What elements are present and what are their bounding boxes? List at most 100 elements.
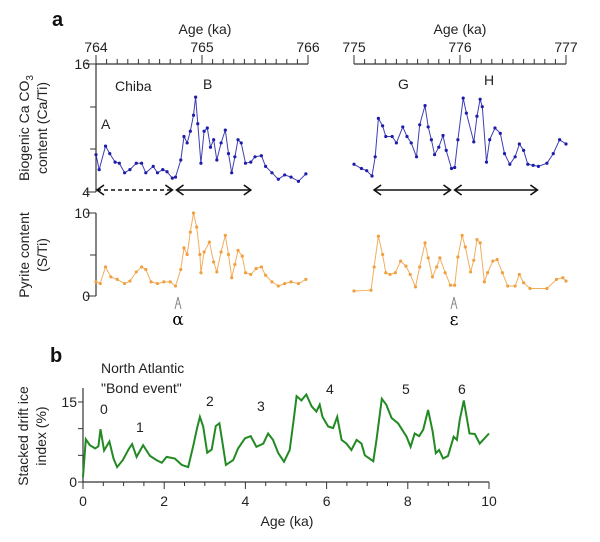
pyrite-point (128, 279, 132, 283)
pyrite-point (554, 277, 559, 281)
ca-point (498, 131, 502, 135)
arrowhead-left-icon (175, 184, 184, 196)
pyrite-point (528, 286, 532, 291)
alpha-arrow-icon (174, 296, 182, 310)
pyrite-point (223, 233, 227, 238)
ca-line (95, 97, 307, 182)
bond-line (82, 392, 490, 478)
ca-point (264, 164, 268, 168)
ca-point (233, 155, 237, 159)
ca-point (276, 177, 280, 181)
arrowhead-right-icon (529, 184, 539, 196)
ca-point (478, 97, 482, 101)
arrowhead-left-icon (95, 184, 105, 196)
ca-point (134, 161, 138, 165)
ca-ylabel-line1: Biogenic Ca CO3 (16, 75, 36, 181)
ca-point (558, 138, 562, 142)
ca-point (202, 129, 206, 133)
top-tick-label: 776 (448, 39, 472, 55)
ca-point (243, 161, 248, 165)
ca-point (545, 161, 549, 165)
pyrite-point (430, 275, 435, 279)
pyrite-point (182, 246, 186, 250)
pyrite-point (276, 284, 280, 288)
bond-event-label: 0 (100, 401, 108, 417)
ca-point (239, 141, 243, 145)
ca-point (449, 166, 454, 171)
pyrite-point (522, 281, 526, 285)
ca-point (94, 153, 98, 157)
pyrite-point (404, 264, 408, 268)
pyrite-point (226, 252, 231, 257)
ca-point (128, 168, 132, 172)
top-tick-label: 766 (296, 39, 320, 55)
ca-point (401, 125, 405, 129)
ca-point (212, 138, 216, 142)
bond-ylabel-line1: Stacked drift ice (15, 386, 31, 486)
pyrite-point (233, 262, 237, 267)
pyrite-point (384, 271, 388, 275)
pyrite-point (191, 211, 196, 215)
top-age-axes: 764 765 766 775 776 777 (84, 39, 578, 297)
epsilon-label: ε (450, 310, 459, 330)
panel-a-series (94, 95, 568, 293)
pyrite-point (115, 277, 119, 281)
ca-point (441, 133, 445, 138)
ca-point (461, 96, 465, 100)
pyrite-point (453, 283, 457, 287)
pyrite-point (408, 272, 412, 277)
arrowhead-right-icon (243, 184, 253, 196)
pyrite-point (230, 276, 234, 280)
panel-b-letter: b (50, 345, 62, 367)
pyrite-point (438, 256, 442, 260)
top-tick-label: 777 (554, 39, 578, 55)
top-left-xlabel: Age (ka) (179, 21, 232, 37)
pyrite-point (149, 280, 153, 284)
bond-xlabel: Age (ka) (261, 513, 314, 529)
ca-point (493, 126, 497, 130)
ca-point (418, 123, 422, 127)
bond-xtick-label: 6 (323, 493, 331, 509)
pyrite-point (199, 271, 203, 275)
pyrite-point (513, 284, 517, 288)
panel-b-title-line1: North Atlantic (101, 360, 184, 376)
pyrite-point (500, 271, 504, 275)
ca-point (488, 138, 492, 142)
ca-point (456, 138, 460, 142)
pyrite-point (469, 270, 473, 274)
pyrite-point (381, 252, 385, 257)
pyrite-point (123, 281, 127, 286)
pyrite-point (173, 284, 178, 288)
ca-point (370, 174, 374, 178)
ca-point (185, 141, 189, 145)
pyrite-point (495, 257, 499, 262)
ca-point (226, 152, 231, 156)
pyrite-point (283, 281, 287, 286)
ca-point (359, 166, 364, 171)
ca-point (236, 138, 240, 142)
ca-point (564, 142, 568, 146)
pyrite-point (564, 279, 568, 283)
ca-point (423, 104, 427, 108)
pyrite-point (352, 289, 356, 293)
pyrite-point (413, 285, 418, 289)
pyrite-point (103, 265, 108, 269)
interval-arrows (95, 184, 539, 196)
ca-point (381, 124, 385, 128)
top-right-xlabel: Age (ka) (434, 21, 487, 37)
pyrite-point (249, 272, 253, 277)
bond-ytick-0: 0 (69, 474, 77, 490)
ca-point (113, 160, 117, 164)
ca-point (517, 142, 521, 146)
ca-point (414, 155, 419, 159)
ca-point (536, 164, 541, 168)
bond-event-label: 3 (257, 398, 265, 414)
pyrite-point (198, 252, 202, 257)
ca-point (144, 171, 148, 175)
arrowhead-left-icon (372, 184, 382, 196)
pyrite-point (188, 230, 192, 234)
pyrite-point (215, 270, 219, 274)
ca-point (384, 134, 388, 139)
bond-event-labels: 0 1 2 3 4 5 6 (100, 381, 466, 435)
bond-xtick-label: 0 (79, 493, 87, 509)
